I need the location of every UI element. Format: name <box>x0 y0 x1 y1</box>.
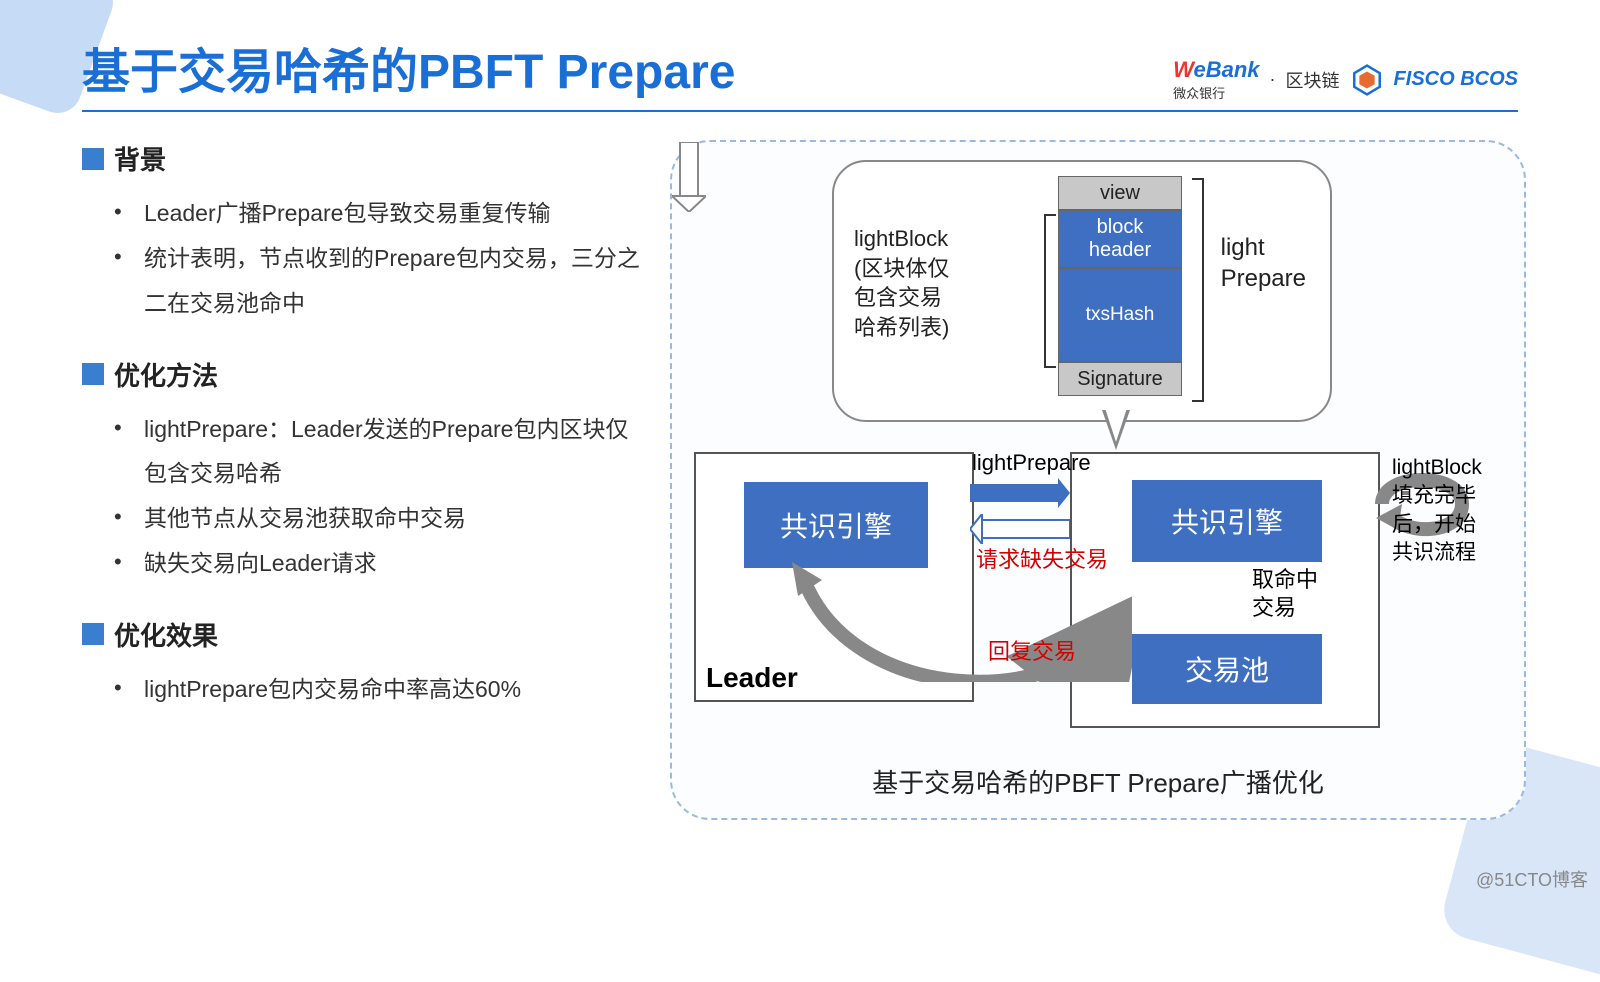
leader-engine-node: 共识引擎 <box>744 482 928 568</box>
diagram-caption: 基于交易哈希的PBFT Prepare广播优化 <box>672 763 1524 800</box>
callout-bubble: lightBlock (区块体仅 包含交易 哈希列表) view block h… <box>832 160 1332 422</box>
list-item: 其他节点从交易池获取命中交易 <box>144 496 642 541</box>
tx-pool-node: 交易池 <box>1132 634 1322 704</box>
title-bar: 基于交易哈希的PBFT Prepare WeBank 微众银行 · 区块链 FI… <box>82 32 1518 112</box>
stack-header: block header <box>1058 210 1182 268</box>
callout-tail-icon <box>1102 410 1130 450</box>
lightprepare-stack: view block header txsHash Signature <box>1026 176 1182 396</box>
arrow-label-reply: 回复交易 <box>988 634 1076 666</box>
hex-icon <box>1350 63 1384 97</box>
page-title: 基于交易哈希的PBFT Prepare <box>82 32 735 102</box>
list-item: 缺失交易向Leader请求 <box>144 541 642 586</box>
bullet-square-icon <box>82 363 104 385</box>
arrow-label-lightprepare: lightPrepare <box>972 450 1091 476</box>
lightprepare-label: light Prepare <box>1221 232 1306 294</box>
list-item: Leader广播Prepare包导致交易重复传输 <box>144 191 642 236</box>
arrow-take-tx <box>672 142 706 212</box>
text-content: 背景 Leader广播Prepare包导致交易重复传输 统计表明，节点收到的Pr… <box>82 140 642 712</box>
webank-logo: WeBank 微众银行 <box>1173 57 1259 102</box>
stack-view: view <box>1058 176 1182 210</box>
logo-row: WeBank 微众银行 · 区块链 FISCO BCOS <box>1173 57 1518 102</box>
peer-engine-node: 共识引擎 <box>1132 480 1322 562</box>
arrow-reply-curve <box>792 562 1132 682</box>
arrow-request-missing <box>970 514 1070 544</box>
blockchain-label: 区块链 <box>1286 67 1340 93</box>
section-title: 优化方法 <box>114 356 218 393</box>
section-head-opt: 优化方法 <box>82 356 642 393</box>
side-note: lightBlock 填充完毕 后，开始 共识流程 <box>1392 454 1522 567</box>
section-head-eff: 优化效果 <box>82 616 642 653</box>
leader-label: Leader <box>706 662 798 694</box>
fisco-logo: FISCO BCOS <box>1394 68 1518 91</box>
eff-list: lightPrepare包内交易命中率高达60% <box>82 667 642 712</box>
dot-sep: · <box>1270 69 1276 90</box>
section-head-bg: 背景 <box>82 140 642 177</box>
arrow-label-take: 取命中 交易 <box>1252 566 1318 621</box>
bullet-square-icon <box>82 623 104 645</box>
section-title: 背景 <box>114 140 166 177</box>
opt-list: lightPrepare：Leader发送的Prepare包内区块仅包含交易哈希… <box>82 407 642 586</box>
bracket-right-icon <box>1192 178 1204 402</box>
lightblock-label: lightBlock (区块体仅 包含交易 哈希列表) <box>854 224 949 343</box>
bg-list: Leader广播Prepare包导致交易重复传输 统计表明，节点收到的Prepa… <box>82 191 642 326</box>
section-title: 优化效果 <box>114 616 218 653</box>
stack-txshash: txsHash <box>1058 268 1182 362</box>
bullet-square-icon <box>82 148 104 170</box>
stack-signature: Signature <box>1058 362 1182 396</box>
arrow-lightprepare <box>970 478 1070 508</box>
diagram-area: lightBlock (区块体仅 包含交易 哈希列表) view block h… <box>670 140 1526 820</box>
list-item: lightPrepare：Leader发送的Prepare包内区块仅包含交易哈希 <box>144 407 642 497</box>
list-item: 统计表明，节点收到的Prepare包内交易，三分之二在交易池命中 <box>144 236 642 326</box>
list-item: lightPrepare包内交易命中率高达60% <box>144 667 642 712</box>
watermark: @51CTO博客 <box>1476 866 1588 892</box>
